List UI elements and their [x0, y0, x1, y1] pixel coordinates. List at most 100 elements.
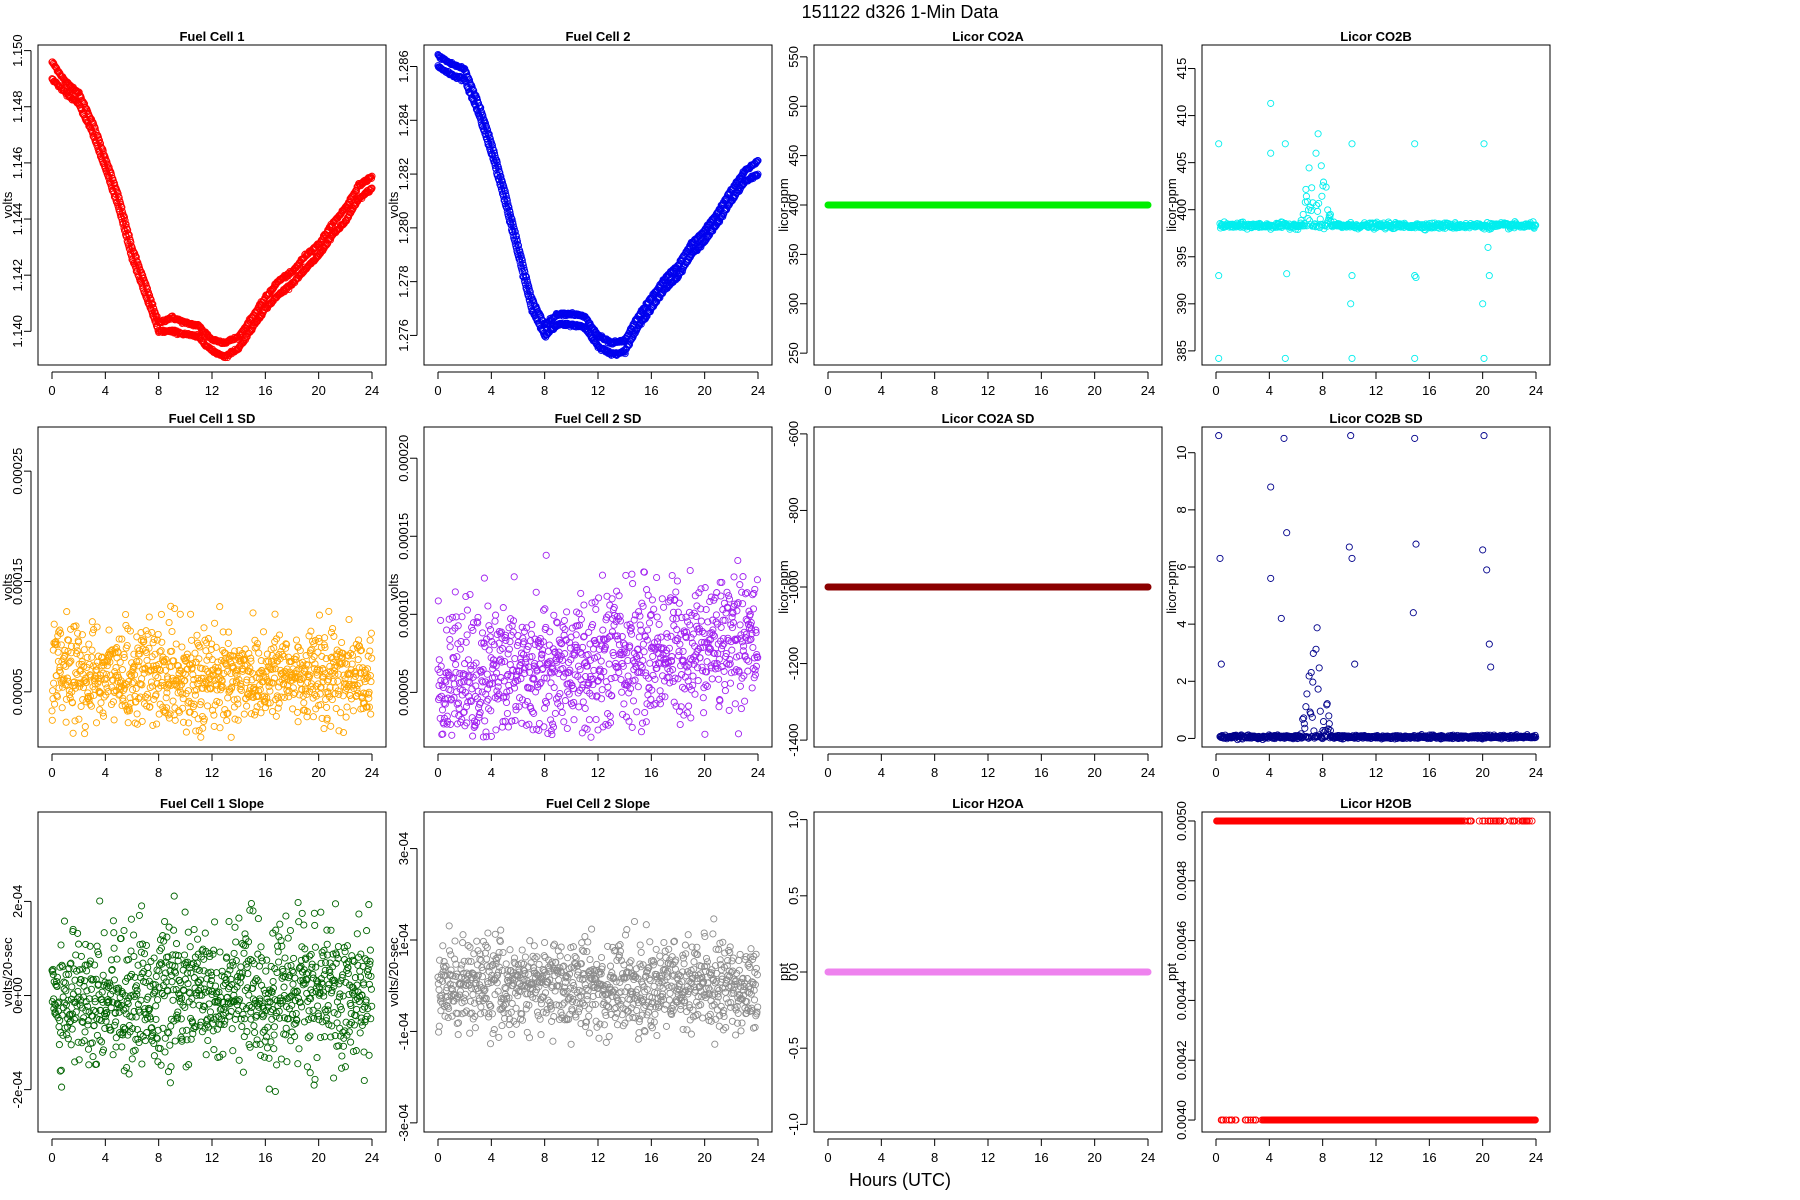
- data-point: [671, 674, 679, 682]
- data-point: [671, 596, 679, 604]
- data-point: [233, 695, 241, 703]
- data-point: [453, 653, 461, 661]
- data-point-lower: [483, 135, 491, 143]
- outlier-point: [1411, 354, 1419, 362]
- data-point: [489, 661, 497, 669]
- data-point: [536, 680, 544, 688]
- data-point: [492, 726, 500, 734]
- data-point: [561, 650, 569, 658]
- y-axis-label: volts: [386, 191, 401, 218]
- x-axis: 0 4 8 12 16 20 24: [48, 371, 379, 398]
- data-point: [243, 676, 251, 684]
- data-point: [65, 659, 73, 667]
- data-point: [210, 722, 218, 730]
- data-point: [163, 689, 171, 697]
- data-point: [504, 650, 512, 658]
- data-point: [162, 655, 170, 663]
- outlier-point: [1348, 140, 1356, 148]
- data-point: [54, 648, 62, 656]
- data-point: [610, 603, 618, 611]
- data-point: [56, 668, 64, 676]
- data-point: [610, 621, 618, 629]
- data-point: [465, 673, 473, 681]
- data-point: [297, 675, 305, 683]
- data-point: [221, 659, 229, 667]
- data-point: [351, 672, 359, 680]
- panel-title: Fuel Cell 2: [565, 29, 630, 44]
- data-point-lower: [148, 309, 156, 317]
- data-point: [443, 626, 451, 634]
- data-point: [481, 717, 489, 725]
- y-axis-label: volts: [0, 573, 15, 600]
- data-point: [451, 588, 459, 596]
- data-point: [271, 665, 279, 673]
- data-point: [499, 604, 507, 612]
- data-point: [597, 657, 605, 665]
- data-point: [633, 646, 641, 654]
- data-point: [625, 689, 633, 697]
- data-point: [640, 568, 648, 576]
- data-point: [315, 611, 324, 619]
- y-tick-label: 390: [1174, 293, 1189, 315]
- data-point: [102, 674, 110, 683]
- data-point: [335, 727, 343, 735]
- data-point: [683, 663, 691, 671]
- data-point: [94, 652, 102, 660]
- data-point: [169, 697, 177, 705]
- data-point: [446, 720, 455, 728]
- data-point: [233, 671, 241, 679]
- x-tick-label: 0: [48, 765, 55, 780]
- data-point: [289, 705, 297, 713]
- data-point: [207, 645, 215, 653]
- data-point: [510, 573, 518, 581]
- data-point: [74, 629, 82, 637]
- data-point: [63, 608, 71, 616]
- data-point: [515, 703, 523, 711]
- data-point: [81, 677, 89, 685]
- data-point: [643, 586, 651, 594]
- data-point: [642, 718, 650, 726]
- data-point: [345, 615, 353, 624]
- data-point: [184, 665, 192, 673]
- data-point: [334, 687, 342, 695]
- data-point: [278, 650, 286, 659]
- data-point: [580, 632, 588, 640]
- data-point-lower: [511, 237, 519, 245]
- data-point: [365, 688, 373, 696]
- data-point: [157, 647, 165, 655]
- data-point: [462, 638, 470, 646]
- data-point: [129, 686, 137, 694]
- x-tick-label: 16: [1034, 383, 1048, 398]
- data-point-lower: [500, 193, 508, 201]
- data-point: [478, 629, 487, 637]
- data-point: [472, 659, 480, 667]
- data-point: [366, 647, 374, 655]
- data-point: [649, 643, 657, 652]
- y-tick-label: 410: [1174, 105, 1189, 127]
- data-point: [646, 612, 655, 620]
- data-point: [654, 634, 662, 642]
- data-point: [450, 680, 458, 688]
- data-point: [630, 616, 638, 624]
- data-point: [561, 697, 569, 705]
- data-point: [586, 689, 594, 697]
- data-point: [260, 692, 269, 700]
- data-point: [219, 711, 228, 719]
- data-point: [545, 692, 553, 700]
- data-point: [540, 723, 548, 731]
- outlier-point: [1480, 140, 1488, 148]
- data-point: [92, 719, 101, 727]
- plot-frame: [37, 426, 387, 748]
- data-point: [436, 694, 444, 702]
- data-point: [672, 702, 680, 710]
- x-tick-label: 20: [311, 765, 325, 780]
- data-point: [652, 699, 660, 708]
- data-point: [135, 695, 143, 703]
- data-point: [329, 624, 337, 633]
- data-point: [659, 651, 667, 659]
- data-point: [297, 666, 305, 674]
- data-point: [99, 669, 107, 677]
- data-point: [118, 666, 126, 674]
- x-tick-label: 8: [931, 383, 938, 398]
